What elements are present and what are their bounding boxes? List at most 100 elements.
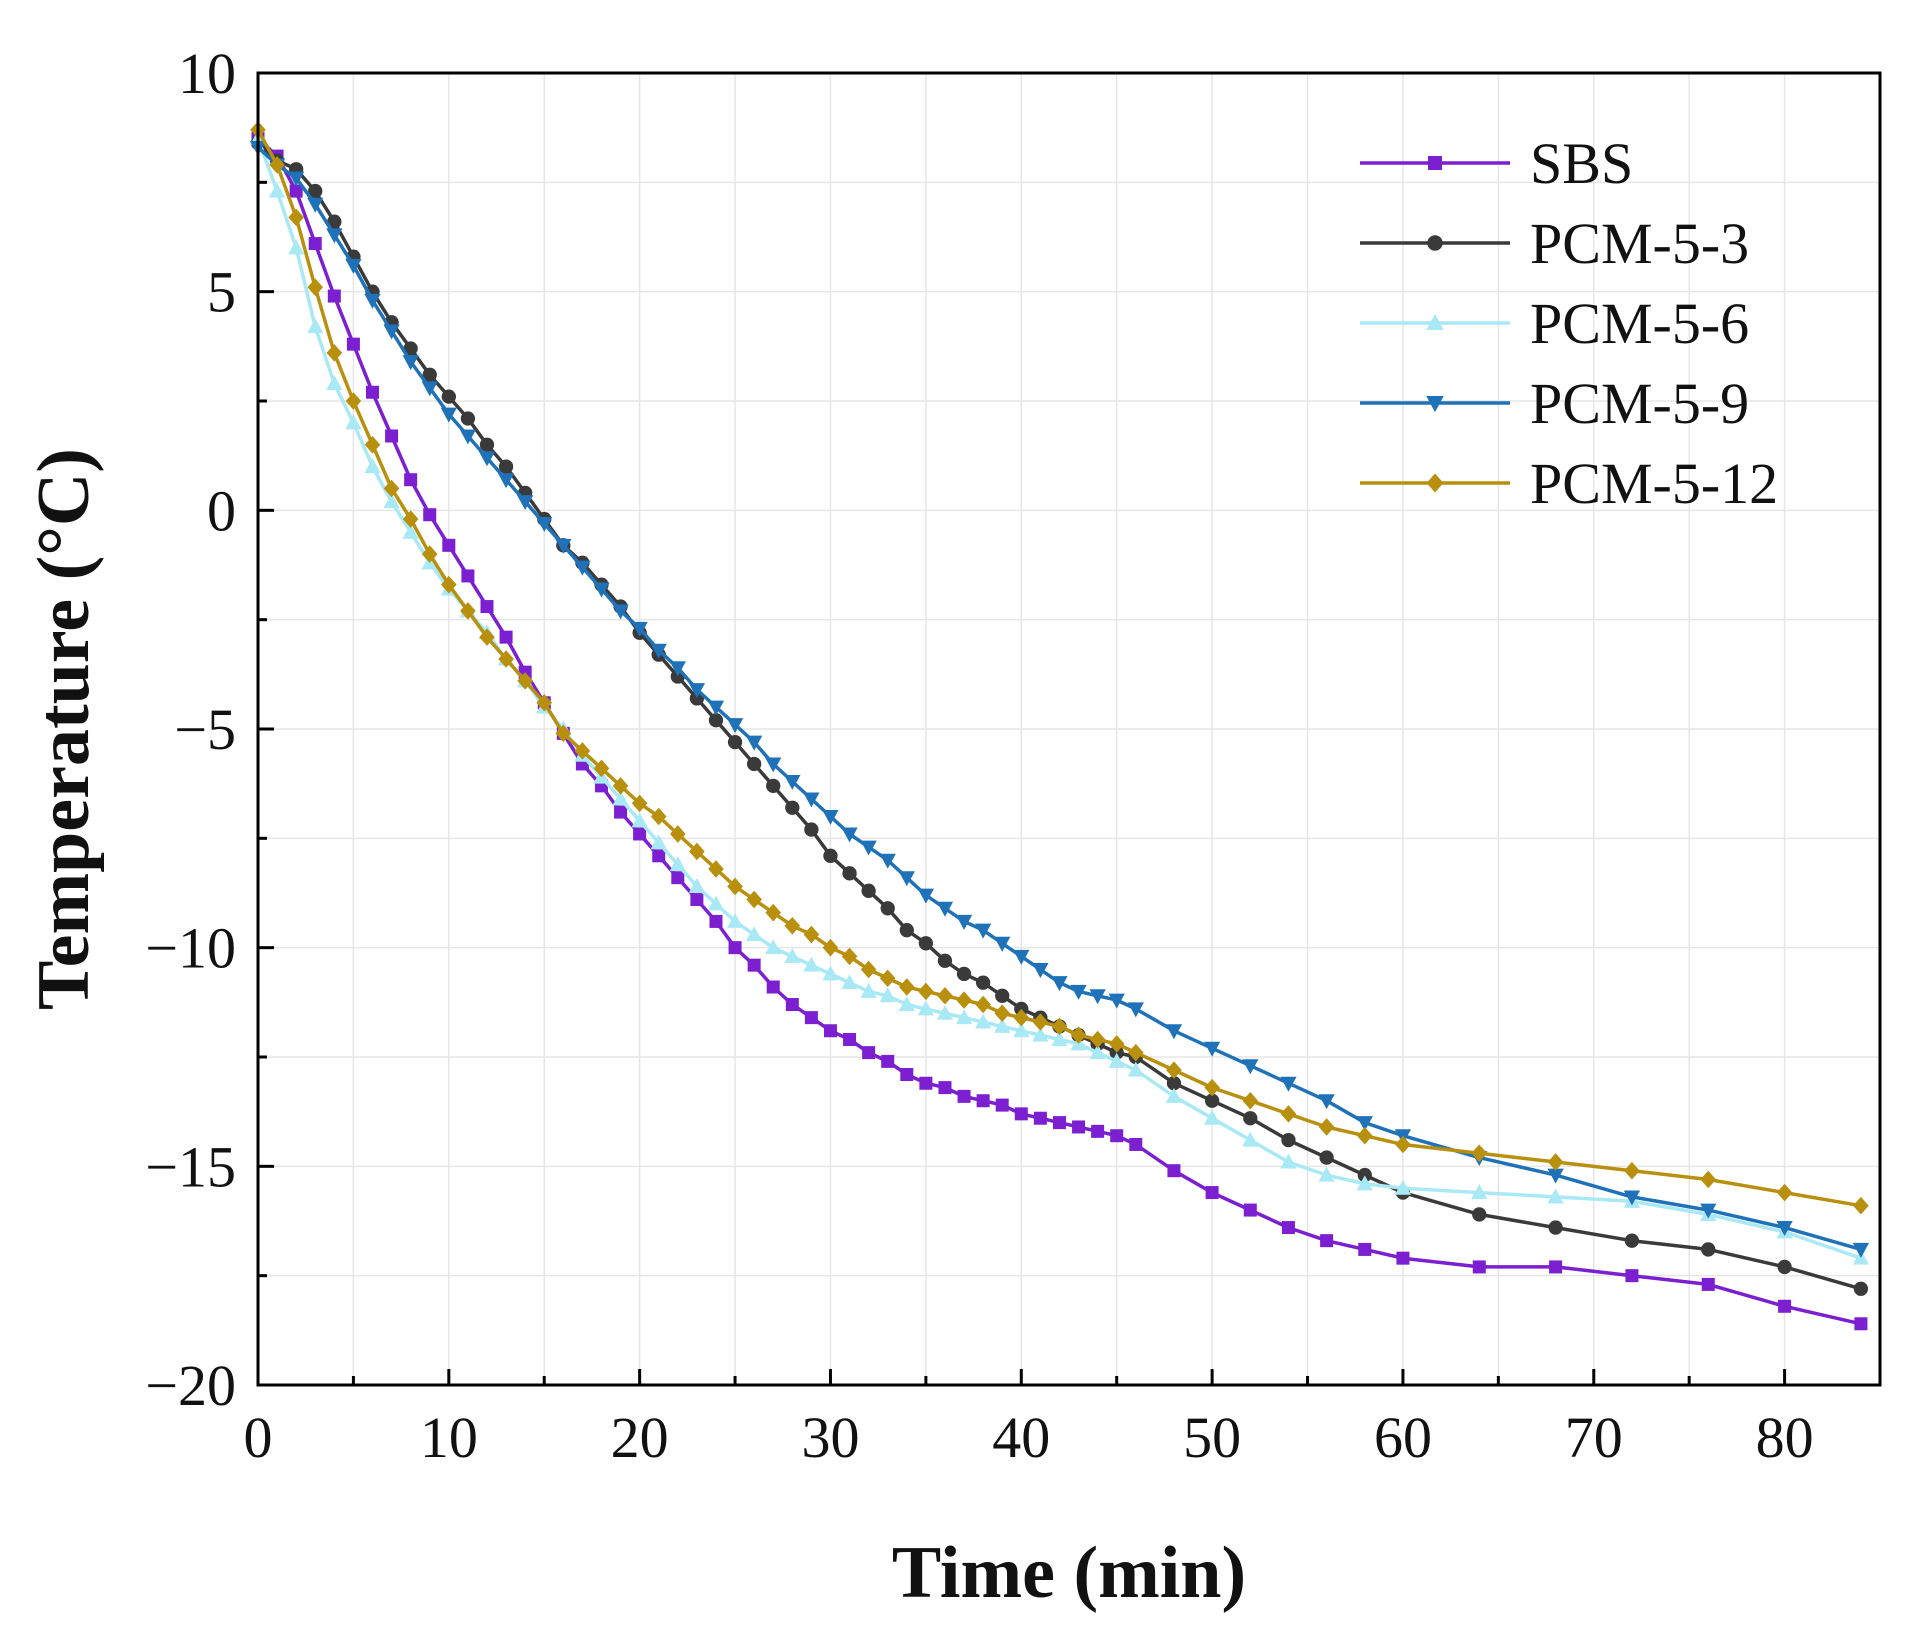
data-point [536, 516, 553, 532]
data-point [441, 389, 456, 404]
series-layer [249, 121, 1870, 1331]
data-point [803, 792, 820, 808]
data-point [956, 966, 972, 982]
data-point [364, 435, 381, 454]
data-point [937, 953, 953, 968]
x-tick-label: 0 [244, 1405, 273, 1470]
data-point [327, 214, 342, 229]
data-point [861, 883, 876, 898]
data-point [1089, 1044, 1106, 1060]
data-point [880, 901, 895, 916]
data-point [346, 337, 360, 351]
legend: SBS PCM-5-3 PCM-5-6 PCM-5-9 PCM-5-12 [1360, 131, 1778, 516]
data-point [765, 903, 782, 922]
data-point [479, 437, 495, 452]
data-point [1547, 1188, 1564, 1204]
data-point [517, 495, 534, 511]
data-point [690, 893, 704, 907]
data-point [1070, 984, 1087, 1000]
data-point [1204, 1093, 1220, 1108]
data-point [938, 1081, 952, 1095]
data-point [1547, 1168, 1564, 1184]
data-point [1700, 1170, 1717, 1189]
data-point [1625, 1269, 1639, 1283]
data-point [765, 757, 782, 773]
data-point [631, 812, 648, 828]
data-point [327, 289, 341, 303]
data-point [1242, 1131, 1259, 1147]
data-point [975, 975, 991, 990]
data-point [784, 917, 801, 935]
data-point [670, 825, 686, 843]
y-tick-label: 5 [207, 260, 236, 325]
data-point [517, 672, 533, 690]
data-point [365, 385, 379, 399]
data-point [460, 411, 476, 426]
data-point [823, 848, 838, 863]
data-point [459, 429, 477, 445]
data-point [709, 914, 723, 928]
legend-label: PCM-5-3 [1530, 211, 1749, 276]
data-point [1776, 1183, 1793, 1202]
data-point [288, 208, 304, 227]
data-point [1318, 1166, 1335, 1182]
data-point [1394, 1179, 1412, 1195]
data-point [822, 809, 839, 825]
data-point [1280, 1105, 1297, 1123]
data-point [955, 1009, 973, 1025]
x-tick-label: 50 [1183, 1405, 1241, 1470]
data-point [879, 853, 896, 869]
data-point [1356, 1175, 1373, 1191]
data-point [307, 278, 324, 297]
data-point [1070, 1026, 1087, 1044]
data-point [900, 1067, 914, 1081]
data-point [345, 392, 362, 410]
data-point [1166, 1061, 1182, 1079]
data-point [614, 805, 628, 819]
data-point [1548, 1220, 1563, 1235]
data-point [1205, 1186, 1219, 1200]
data-point [1318, 1118, 1335, 1136]
data-point [1701, 1242, 1716, 1257]
data-point [803, 925, 820, 944]
data-point [1089, 1030, 1106, 1049]
data-point [650, 643, 667, 659]
data-point [803, 956, 820, 972]
data-point [404, 473, 418, 487]
x-tick-label: 30 [801, 1405, 859, 1470]
data-point [307, 318, 324, 334]
data-point [822, 938, 839, 957]
data-point [955, 914, 973, 930]
data-point [403, 341, 418, 356]
legend-label: SBS [1530, 131, 1633, 196]
data-point [288, 239, 305, 255]
data-point [727, 734, 743, 750]
data-point [669, 856, 686, 872]
x-tick-label: 40 [992, 1405, 1050, 1470]
data-point [918, 936, 934, 951]
data-point [268, 182, 286, 198]
data-point [631, 621, 648, 637]
data-point [326, 375, 343, 391]
data-point [289, 184, 303, 198]
data-point [898, 996, 915, 1012]
data-point [956, 991, 972, 1009]
data-point [574, 742, 591, 760]
data-point [1032, 963, 1049, 978]
data-point [669, 661, 686, 677]
data-point [843, 1033, 857, 1047]
data-point [422, 367, 437, 382]
data-point [1013, 1022, 1030, 1038]
data-point [860, 960, 877, 979]
data-point [650, 807, 667, 826]
data-point [1051, 1017, 1068, 1036]
data-point [1203, 1109, 1221, 1125]
data-point [442, 538, 456, 552]
data-point [1854, 1317, 1868, 1331]
data-point [995, 1098, 1009, 1112]
data-point [1165, 1024, 1183, 1040]
y-axis-title: Temperature (°C) [23, 448, 105, 1010]
data-point [1032, 1013, 1049, 1031]
data-point [345, 258, 362, 274]
